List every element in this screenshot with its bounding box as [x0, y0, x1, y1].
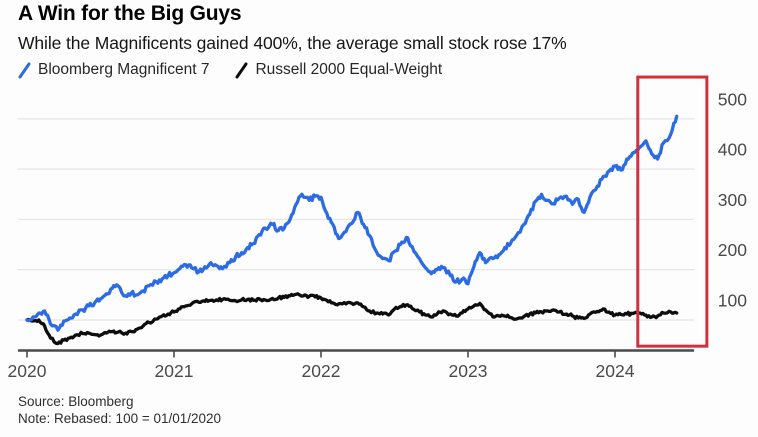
y-axis-label: 400	[718, 140, 747, 160]
x-axis-label: 2021	[155, 361, 194, 381]
y-axis-label: 300	[718, 190, 747, 210]
x-axis-label: 2020	[8, 361, 47, 381]
footnotes: Source: Bloomberg Note: Rebased: 100 = 0…	[18, 394, 221, 427]
blue-slash-icon	[18, 62, 31, 78]
series-path-magnificent-7	[25, 114, 679, 332]
y-axis-label: 500	[718, 89, 747, 109]
chart-title: A Win for the Big Guys	[18, 2, 242, 25]
legend-label-magnificent-7: Bloomberg Magnificent 7	[38, 61, 210, 78]
x-axis-label: 2024	[596, 361, 635, 381]
chart-subtitle: While the Magnificents gained 400%, the …	[18, 33, 567, 53]
legend: Bloomberg Magnificent 7 Russell 2000 Equ…	[18, 61, 442, 79]
source-note: Source: Bloomberg	[18, 394, 134, 409]
y-axis-label: 200	[718, 240, 747, 260]
black-slash-icon	[235, 62, 248, 78]
y-axis-label: 100	[718, 291, 747, 311]
legend-item-russell-2000: Russell 2000 Equal-Weight	[235, 61, 442, 79]
rebase-note: Note: Rebased: 100 = 01/01/2020	[18, 410, 222, 426]
legend-label-russell-2000: Russell 2000 Equal-Weight	[255, 61, 443, 78]
x-axis-label: 2022	[302, 361, 341, 381]
highlight-rect	[636, 75, 709, 348]
legend-item-magnificent-7: Bloomberg Magnificent 7	[18, 61, 209, 79]
x-axis-label: 2023	[449, 361, 488, 381]
series-path-russell-2000	[25, 292, 679, 346]
